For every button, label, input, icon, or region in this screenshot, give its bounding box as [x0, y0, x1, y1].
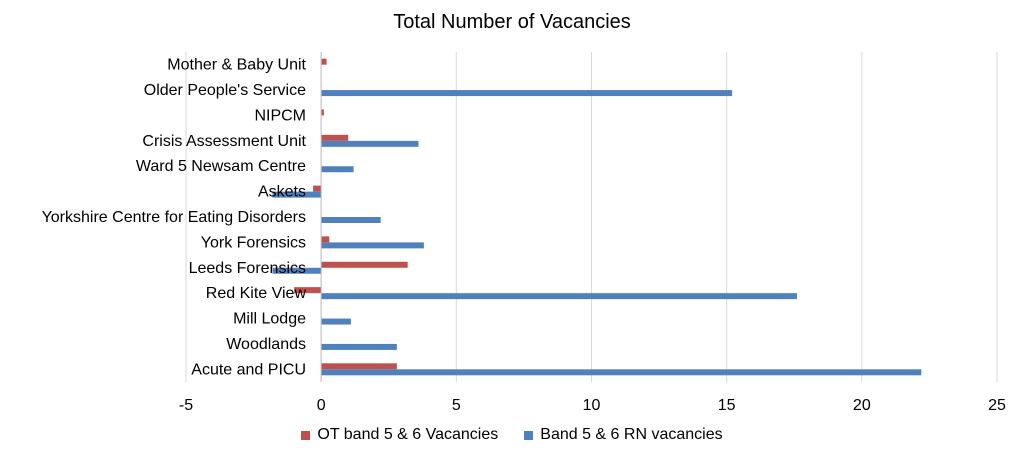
legend-label: OT band 5 & 6 Vacancies [317, 426, 499, 443]
bar-rn-9 [321, 293, 797, 300]
bar-rn-3 [321, 140, 419, 147]
legend-item-rn: Band 5 & 6 RN vacancies [524, 426, 723, 444]
bar-rn-1 [321, 90, 733, 97]
category-labels: Mother & Baby Unit Older People's Service… [42, 57, 307, 379]
bars [272, 58, 922, 376]
bar-rn-7 [321, 242, 424, 249]
category-label: Mill Lodge [233, 311, 306, 328]
x-tick-label: 25 [988, 397, 1006, 414]
category-label: Red Kite View [206, 285, 307, 302]
category-label: Acute and PICU [191, 361, 306, 378]
chart-title: Total Number of Vacancies [393, 11, 631, 33]
category-label: Ward 5 Newsam Centre [136, 158, 306, 175]
bar-rn-12 [321, 369, 922, 376]
category-label: Older People's Service [144, 82, 306, 99]
x-tick-label: 5 [452, 397, 461, 414]
bar-ot-0 [321, 58, 327, 65]
category-label: Askets [258, 184, 306, 201]
category-label: Leeds Forensics [189, 260, 306, 277]
bar-rn-6 [321, 217, 381, 223]
category-label: York Forensics [201, 234, 306, 251]
bar-chart: Mother & Baby Unit Older People's Service… [42, 52, 1006, 414]
bar-ot-9 [294, 287, 322, 294]
gridlines [185, 52, 998, 382]
category-label: Woodlands [226, 336, 306, 353]
x-tick-labels: -5 0 5 10 15 20 25 [179, 397, 1006, 414]
x-tick-label: 10 [583, 397, 601, 414]
bar-rn-4 [321, 166, 354, 173]
bar-ot-2 [321, 109, 324, 116]
bar-ot-3 [321, 134, 349, 141]
bar-rn-10 [321, 318, 351, 325]
bar-ot-12 [321, 363, 397, 370]
x-tick-label: 0 [317, 397, 326, 414]
legend-swatch [524, 430, 534, 440]
bar-ot-7 [321, 236, 330, 243]
bar-ot-5 [313, 185, 322, 192]
category-label: Yorkshire Centre for Eating Disorders [42, 209, 306, 226]
category-label: NIPCM [254, 107, 306, 124]
bar-ot-8 [321, 261, 408, 268]
bar-rn-8 [272, 267, 322, 274]
legend-item-ot: OT band 5 & 6 Vacancies [301, 426, 498, 444]
x-tick-label: 20 [853, 397, 871, 414]
legend-label: Band 5 & 6 RN vacancies [540, 426, 723, 443]
x-tick-label: -5 [179, 397, 193, 414]
category-label: Crisis Assessment Unit [142, 133, 306, 150]
bar-rn-5 [272, 191, 322, 198]
legend: OT band 5 & 6 Vacancies Band 5 & 6 RN vac… [0, 426, 1024, 444]
bar-rn-11 [321, 343, 397, 350]
legend-swatch [301, 430, 311, 440]
x-tick-label: 15 [718, 397, 736, 414]
category-label: Mother & Baby Unit [167, 57, 306, 74]
